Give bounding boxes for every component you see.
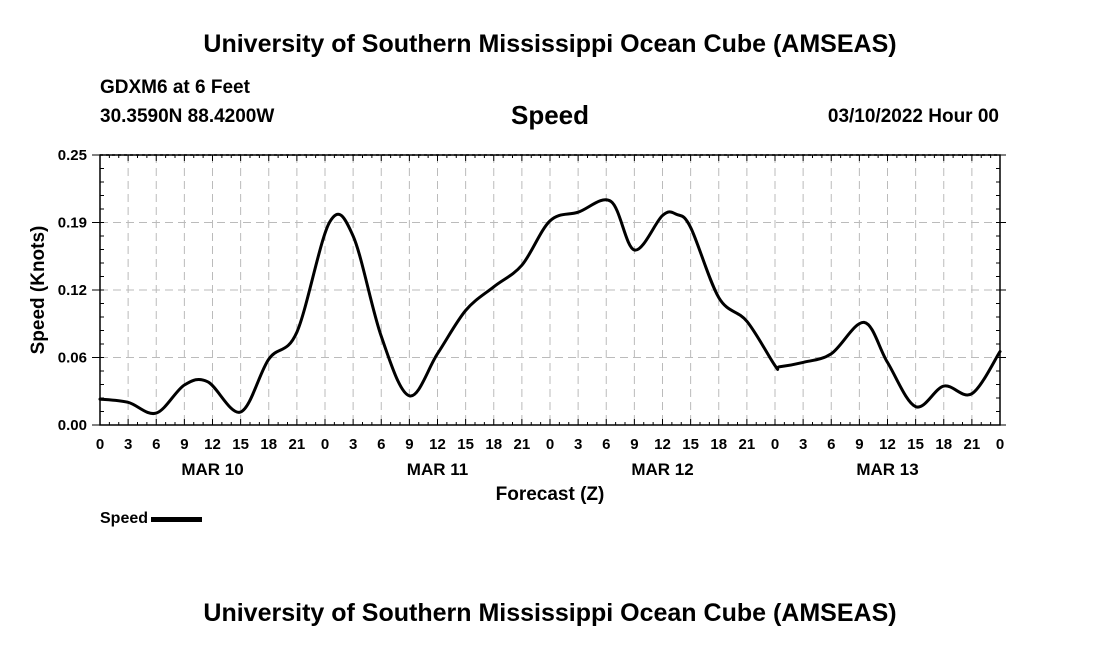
x-tick-label: 3 [574, 436, 582, 453]
x-tick-label: 18 [710, 436, 727, 453]
y-tick-label: 0.12 [58, 282, 87, 299]
grid [100, 155, 1000, 425]
x-tick-label: 15 [232, 436, 249, 453]
series-line-speed [98, 198, 1002, 416]
y-tick-label: 0.25 [58, 147, 87, 164]
chart-title: University of Southern Mississippi Ocean… [203, 30, 897, 58]
x-tick-label: 6 [377, 436, 385, 453]
x-day-label: MAR 12 [631, 460, 693, 479]
station-coordinates: 30.3590N 88.4200W [100, 106, 275, 127]
speed-chart: 0 3 6 9 12 15 18 21 0 3 6 9 12 15 18 21 0 3 6 9 12 15 18 21 0 3 6 9… [28, 147, 1006, 505]
x-tick-label: 0 [96, 436, 104, 453]
plot-title: Speed [510, 100, 590, 130]
footer-title: University of Southern Mississippi Ocean… [203, 599, 897, 627]
x-day-label: MAR 13 [856, 460, 918, 479]
y-tick-label: 0.19 [58, 215, 87, 232]
x-day-label: MAR 11 [407, 460, 468, 479]
x-tick-label: 9 [630, 436, 638, 453]
x-tick-label: 18 [260, 436, 277, 453]
x-tick-label: 12 [204, 436, 221, 453]
x-tick-label: 15 [682, 436, 699, 453]
x-tick-label: 21 [739, 436, 756, 453]
axis-labels: 0 3 6 9 12 15 18 21 0 3 6 9 12 15 18 21 0 3 6 9 12 15 18 21 0 3 6 9… [28, 147, 1004, 505]
x-tick-label: 3 [799, 436, 807, 453]
legend-label: Speed [100, 510, 149, 527]
x-day-label: MAR 10 [181, 460, 243, 479]
x-tick-label: 0 [321, 436, 329, 453]
x-tick-label: 6 [152, 436, 160, 453]
legend-swatch [151, 516, 203, 522]
x-tick-label: 9 [405, 436, 413, 453]
y-axis-title: Speed (Knots) [28, 226, 49, 355]
x-tick-label: 0 [546, 436, 554, 453]
x-tick-label: 12 [654, 436, 671, 453]
x-tick-label: 21 [514, 436, 531, 453]
y-tick-label: 0.06 [58, 350, 87, 367]
x-tick-label: 6 [827, 436, 835, 453]
x-tick-label: 3 [124, 436, 132, 453]
y-tick-label: 0.00 [58, 417, 87, 434]
series [98, 198, 1002, 416]
x-tick-label: 21 [289, 436, 306, 453]
x-tick-label: 12 [879, 436, 896, 453]
x-tick-label: 0 [996, 436, 1004, 453]
x-axis-title: Forecast (Z) [496, 484, 605, 505]
x-tick-label: 3 [349, 436, 357, 453]
legend: Speed [100, 510, 203, 528]
x-tick-label: 6 [602, 436, 610, 453]
x-tick-label: 0 [771, 436, 779, 453]
x-tick-label: 9 [180, 436, 188, 453]
station-label: GDXM6 at 6 Feet [100, 77, 250, 98]
x-tick-label: 15 [457, 436, 474, 453]
axes [92, 154, 1006, 426]
x-tick-label: 21 [964, 436, 981, 453]
forecast-run-date: 03/10/2022 Hour 00 [827, 106, 999, 127]
x-tick-label: 12 [429, 436, 446, 453]
x-tick-label: 18 [935, 436, 952, 453]
x-tick-label: 15 [907, 436, 924, 453]
x-tick-label: 18 [485, 436, 502, 453]
x-tick-label: 9 [855, 436, 863, 453]
